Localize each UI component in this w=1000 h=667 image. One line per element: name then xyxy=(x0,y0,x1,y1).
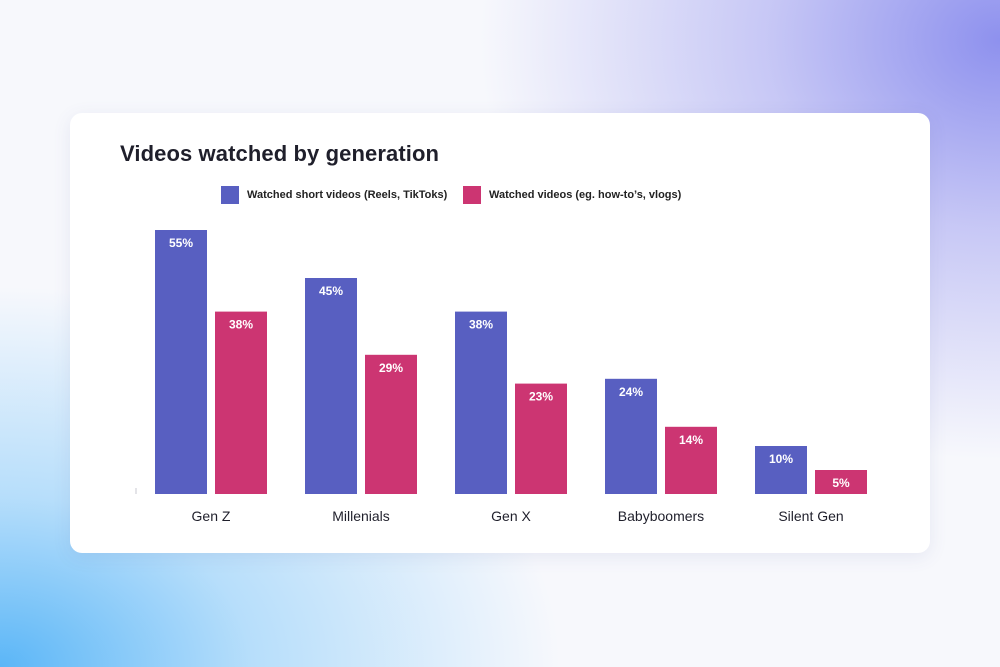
bar-millenials-series-0 xyxy=(305,278,357,494)
chart-title: Videos watched by generation xyxy=(120,141,440,166)
bar-babyboomers-series-1 xyxy=(665,426,717,494)
bar-gen-x-series-1 xyxy=(515,383,567,494)
bar-babyboomers-series-0 xyxy=(605,378,657,494)
category-label-gen-x: Gen X xyxy=(491,508,531,524)
bar-label-gen-z-series-1: 38% xyxy=(229,318,253,332)
chart-card: Videos watched by generation Watched sho… xyxy=(70,113,930,553)
category-label-millenials: Millenials xyxy=(332,508,390,524)
bar-silent-gen-series-0 xyxy=(755,446,807,494)
bar-gen-z-series-1 xyxy=(215,311,267,494)
bar-plot: 55% 38% Gen Z 45% 29% Millenials 38% 23% Gen X 24… xyxy=(135,230,867,524)
category-label-silent-gen: Silent Gen xyxy=(778,508,843,524)
bar-label-babyboomers-series-1: 14% xyxy=(679,433,703,447)
category-label-gen-z: Gen Z xyxy=(192,508,231,524)
bar-label-silent-gen-series-0: 10% xyxy=(769,452,793,466)
bar-label-gen-z-series-0: 55% xyxy=(169,236,193,250)
category-label-babyboomers: Babyboomers xyxy=(618,508,704,524)
bar-label-gen-x-series-0: 38% xyxy=(469,318,493,332)
bar-gen-z-series-0 xyxy=(155,230,207,494)
bar-label-gen-x-series-1: 23% xyxy=(529,390,553,404)
bar-label-millenials-series-1: 29% xyxy=(379,361,403,375)
legend-label-short-videos: Watched short videos (Reels, TikToks) xyxy=(247,189,448,201)
bar-millenials-series-1 xyxy=(365,354,417,494)
bar-label-babyboomers-series-0: 24% xyxy=(619,385,643,399)
legend-label-videos: Watched videos (eg. how-to’s, vlogs) xyxy=(489,189,682,201)
legend-swatch-short-videos xyxy=(221,186,239,204)
bar-gen-x-series-0 xyxy=(455,311,507,494)
bar-silent-gen-series-1 xyxy=(815,470,867,494)
legend-swatch-videos xyxy=(463,186,481,204)
legend-item-videos: Watched videos (eg. how-to’s, vlogs) xyxy=(463,186,681,204)
bar-label-silent-gen-series-1: 5% xyxy=(832,476,850,490)
legend-item-short-videos: Watched short videos (Reels, TikToks) xyxy=(221,186,447,204)
bar-label-millenials-series-0: 45% xyxy=(319,284,343,298)
